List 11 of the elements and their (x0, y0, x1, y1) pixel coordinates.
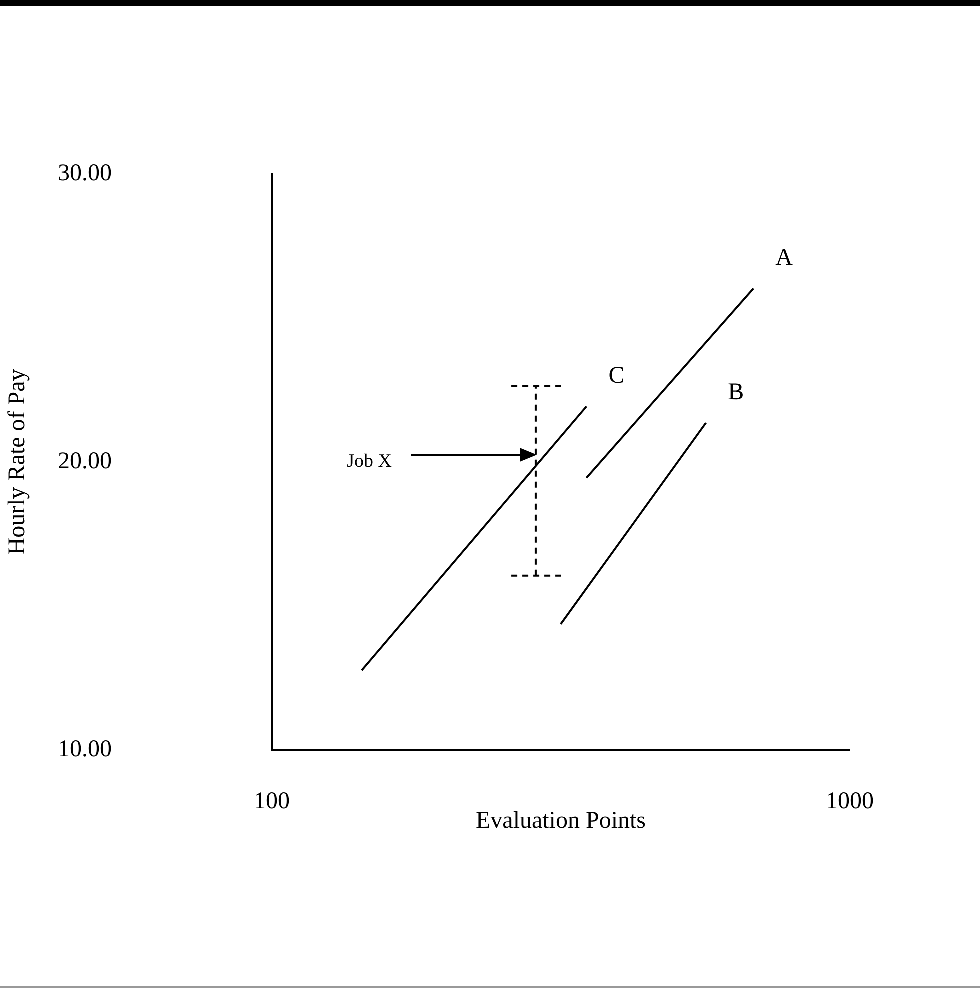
series-label: A (776, 244, 794, 271)
x-tick-label: 100 (254, 788, 290, 815)
y-axis-title: Hourly Rate of Pay (4, 369, 31, 556)
x-tick-label: 1000 (826, 788, 874, 815)
x-axis-title: Evaluation Points (476, 808, 646, 834)
y-tick-label: 10.00 (58, 736, 112, 762)
annotation: Job X (347, 451, 392, 472)
y-tick-label: 20.00 (58, 448, 112, 474)
series-label: C (608, 362, 625, 389)
y-tick-label: 30.00 (58, 160, 112, 187)
series-label: B (728, 379, 744, 406)
